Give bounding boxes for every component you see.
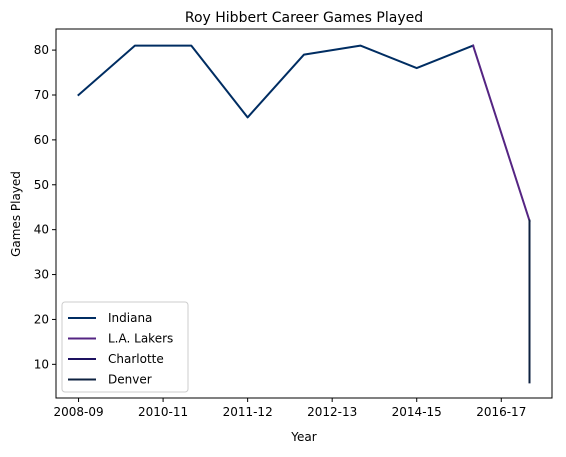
y-tick-label-4: 50: [34, 178, 49, 192]
legend-label-0: Indiana: [108, 311, 152, 325]
x-tick-label-4: 2014-15: [392, 405, 442, 419]
y-tick-label-6: 70: [34, 88, 49, 102]
x-axis-label: Year: [290, 430, 316, 444]
y-tick-label-5: 60: [34, 133, 49, 147]
legend-box: [61, 301, 189, 393]
legend-entries: Indiana L.A. Lakers Charlotte Denver: [68, 311, 173, 387]
x-tick-label-2: 2011-12: [223, 405, 273, 419]
y-tick-label-3: 40: [34, 223, 49, 237]
series-line-1: [471, 44, 531, 222]
y-tick-label-0: 10: [34, 357, 49, 371]
y-tick-label-7: 80: [34, 43, 49, 57]
plot-frame: [55, 28, 553, 399]
series-layer: [77, 44, 531, 384]
y-tick-label-2: 30: [34, 268, 49, 282]
x-tick-label-0: 2008-09: [53, 405, 103, 419]
x-tick-label-3: 2012-13: [307, 405, 357, 419]
ticks-layer: 10 20 30 40 50 60 70 80 2008-09 2010-11 2011-12 201…: [34, 43, 527, 419]
legend-label-1: L.A. Lakers: [108, 332, 173, 346]
legend: Indiana L.A. Lakers Charlotte Denver: [61, 301, 189, 393]
x-tick-label-5: 2016-17: [476, 405, 526, 419]
x-tick-label-1: 2010-11: [138, 405, 188, 419]
y-tick-label-1: 20: [34, 312, 49, 326]
legend-label-2: Charlotte: [108, 352, 164, 366]
chart-title: Roy Hibbert Career Games Played: [185, 10, 423, 26]
y-axis-label: Games Played: [9, 171, 23, 257]
legend-label-3: Denver: [108, 373, 152, 387]
series-line-0: [77, 44, 475, 119]
